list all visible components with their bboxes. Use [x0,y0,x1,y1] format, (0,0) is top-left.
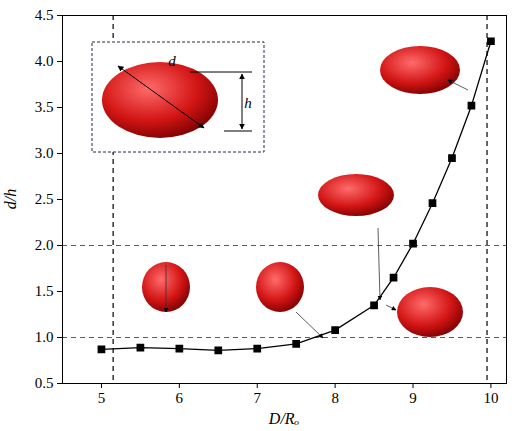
svg-text:0.5: 0.5 [35,375,54,391]
svg-text:1.5: 1.5 [35,283,54,299]
svg-text:9: 9 [409,390,417,406]
svg-text:10: 10 [483,390,498,406]
svg-text:d: d [168,53,176,69]
svg-text:1.0: 1.0 [35,329,54,345]
svg-text:d/h: d/h [2,189,19,209]
svg-text:D/Rₒ: D/Rₒ [268,410,300,427]
svg-text:h: h [244,95,252,111]
svg-text:5: 5 [98,390,106,406]
svg-text:6: 6 [176,390,184,406]
svg-text:2.5: 2.5 [35,191,54,207]
svg-text:4.5: 4.5 [35,7,54,23]
svg-text:8: 8 [331,390,339,406]
svg-text:3.0: 3.0 [35,145,54,161]
svg-text:7: 7 [253,390,261,406]
svg-text:4.0: 4.0 [35,53,54,69]
svg-text:3.5: 3.5 [35,99,54,115]
svg-text:2.0: 2.0 [35,237,54,253]
